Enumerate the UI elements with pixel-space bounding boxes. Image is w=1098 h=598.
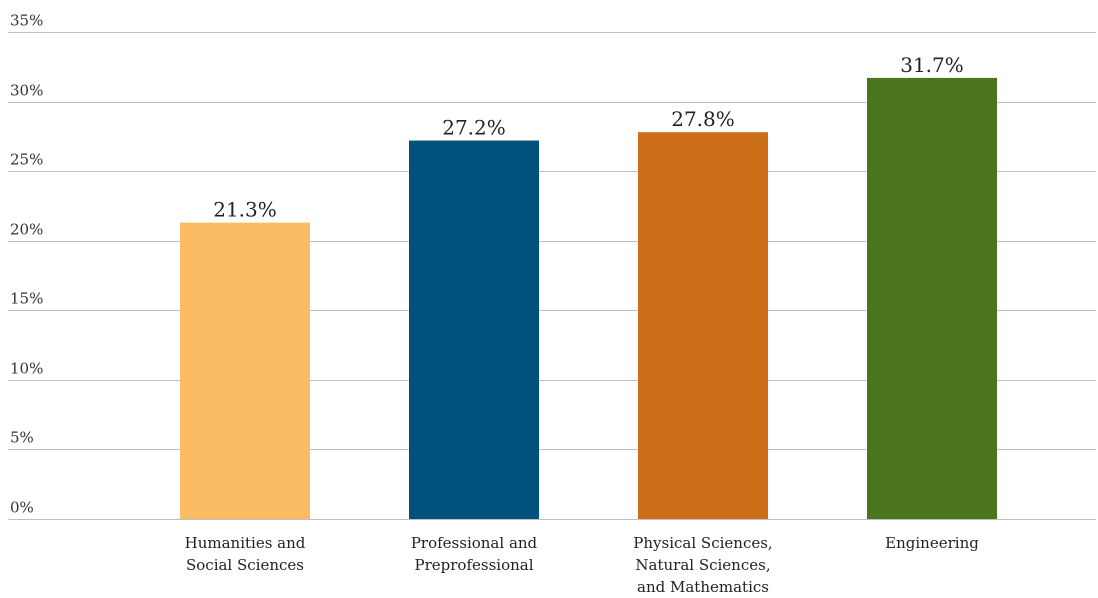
data-labels: 21.3% 27.2% 27.8% 31.7% bbox=[213, 53, 964, 222]
y-tick-label: 35% bbox=[10, 12, 43, 30]
x-category-label-line: Social Sciences bbox=[186, 556, 304, 574]
y-tick-label: 5% bbox=[10, 429, 34, 447]
y-axis-tick-labels: 0% 5% 10% 15% 20% 25% 30% 35% bbox=[10, 12, 43, 517]
y-tick-label: 0% bbox=[10, 499, 34, 517]
y-tick-label: 20% bbox=[10, 221, 43, 239]
x-category-label: Physical Sciences, Natural Sciences, and M… bbox=[633, 534, 772, 596]
data-label: 31.7% bbox=[900, 53, 964, 77]
x-category-label: Engineering bbox=[885, 534, 979, 552]
bars bbox=[180, 77, 997, 519]
bar bbox=[867, 77, 997, 519]
bar bbox=[638, 132, 768, 519]
bar bbox=[409, 140, 539, 519]
y-tick-label: 15% bbox=[10, 290, 43, 308]
bar bbox=[180, 222, 310, 519]
data-label: 21.3% bbox=[213, 198, 277, 222]
x-category-label: Professional and Preprofessional bbox=[411, 534, 538, 574]
y-tick-label: 30% bbox=[10, 82, 43, 100]
data-label: 27.2% bbox=[442, 116, 506, 140]
y-tick-label: 25% bbox=[10, 151, 43, 169]
x-category-label-line: Professional and bbox=[411, 534, 538, 552]
x-category-label-line: Natural Sciences, bbox=[635, 556, 770, 574]
data-label: 27.8% bbox=[671, 107, 735, 131]
y-tick-label: 10% bbox=[10, 360, 43, 378]
x-category-label-line: Preprofessional bbox=[415, 556, 534, 574]
x-category-label-line: Physical Sciences, bbox=[633, 534, 772, 552]
x-axis-category-labels: Humanities and Social Sciences Professiona… bbox=[185, 534, 980, 596]
x-category-label-line: Humanities and bbox=[185, 534, 306, 552]
x-category-label-line: Engineering bbox=[885, 534, 979, 552]
x-category-label: Humanities and Social Sciences bbox=[185, 534, 306, 574]
x-category-label-line: and Mathematics bbox=[637, 578, 769, 596]
